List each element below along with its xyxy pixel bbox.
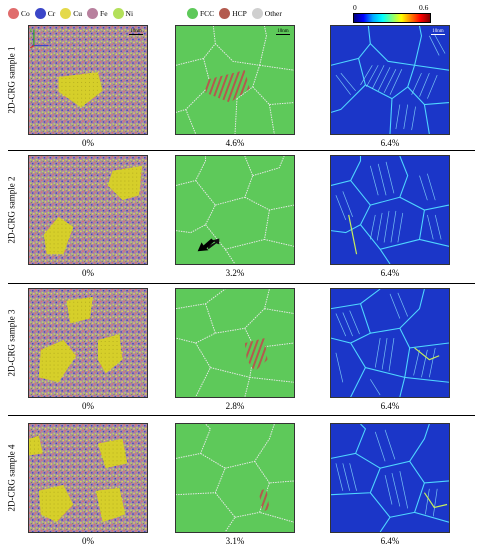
co-dot-icon (8, 7, 19, 19)
strain-map-panel (330, 288, 450, 398)
svg-text:X: X (47, 40, 51, 45)
svg-text:Y: Y (29, 29, 33, 34)
strain-label: 6.4% (380, 401, 400, 411)
axis-triad-icon: X Y (29, 29, 51, 48)
element-map-panel: 10nm X Y (28, 25, 148, 135)
legend-label: Co (21, 8, 30, 18)
legend-label: Cr (47, 8, 56, 18)
ni-dot-icon (112, 7, 124, 19)
hcp-dot-icon (219, 7, 231, 19)
strain-label: 0% (82, 401, 94, 411)
arrow-icon (197, 238, 215, 252)
strain-label: 0% (82, 536, 94, 546)
structure-map-panel: 10nm (175, 25, 295, 135)
cu-dot-icon (60, 7, 72, 19)
structure-map-panel (175, 288, 295, 398)
colorbar-min: 0 (353, 3, 357, 12)
row-separator (8, 415, 475, 416)
row-label: 2D-CRG sample 3 (6, 309, 16, 377)
legend-item-co: Co (8, 7, 30, 19)
legend-label: FCC (200, 8, 215, 18)
scale-bar: 10nm (276, 29, 290, 35)
sample-row-3: 2D-CRG sample 3 0% 2.8% (0, 288, 483, 413)
strain-label: 6.4% (380, 268, 400, 278)
legend-item-fcc: FCC (187, 7, 215, 19)
strain-label: 0% (82, 138, 94, 148)
sample-row-1: 2D-CRG sample 1 10nm X Y 0% (0, 25, 483, 150)
row-separator (8, 150, 475, 151)
sample-row-4: 2D-CRG sample 4 0% 3.1% (0, 423, 483, 548)
row-label: 2D-CRG sample 4 (6, 444, 16, 512)
strain-label: 4.6% (225, 138, 245, 148)
scale-bar: 10nm (129, 29, 143, 35)
legend-item-hcp: HCP (219, 7, 247, 19)
element-map-panel (28, 155, 148, 265)
legend-item-cr: Cr (34, 7, 56, 19)
other-dot-icon (251, 7, 263, 19)
colorbar (353, 13, 431, 23)
strain-label: 0% (82, 268, 94, 278)
sample-row-2: 2D-CRG sample 2 0% 3.2% (0, 155, 483, 280)
legend-item-ni: Ni (112, 7, 134, 19)
legend-item-fe: Fe (87, 7, 108, 19)
fcc-dot-icon (187, 7, 198, 19)
colorbar-max: 0.6 (419, 3, 429, 12)
row-label: 2D-CRG sample 1 (6, 46, 16, 114)
row-label: 2D-CRG sample 2 (6, 176, 16, 244)
structure-map-panel (175, 155, 295, 265)
legend-item-other: Other (251, 7, 282, 19)
structure-map-panel (175, 423, 295, 533)
strain-map-panel (330, 423, 450, 533)
legend-label: HCP (232, 8, 247, 18)
scale-bar: 10nm (431, 29, 445, 35)
row-separator (8, 283, 475, 284)
structure-legend: FCC HCP Other (187, 6, 287, 20)
strain-label: 6.4% (380, 536, 400, 546)
legend-item-cu: Cu (60, 7, 83, 19)
legend-label: Other (264, 8, 282, 18)
strain-label: 6.4% (380, 138, 400, 148)
strain-label: 2.8% (225, 401, 245, 411)
strain-label: 3.2% (225, 268, 245, 278)
legend-label: Cu (73, 8, 83, 18)
legend-label: Ni (125, 8, 134, 18)
element-map-panel (28, 288, 148, 398)
element-map-panel (28, 423, 148, 533)
legend-label: Fe (100, 8, 108, 18)
strain-map-panel: 10nm (330, 25, 450, 135)
strain-label: 3.1% (225, 536, 245, 546)
element-legend: Co Cr Cu Fe Ni (8, 6, 138, 20)
fe-dot-icon (87, 7, 99, 19)
strain-map-panel (330, 155, 450, 265)
cr-dot-icon (34, 7, 46, 19)
